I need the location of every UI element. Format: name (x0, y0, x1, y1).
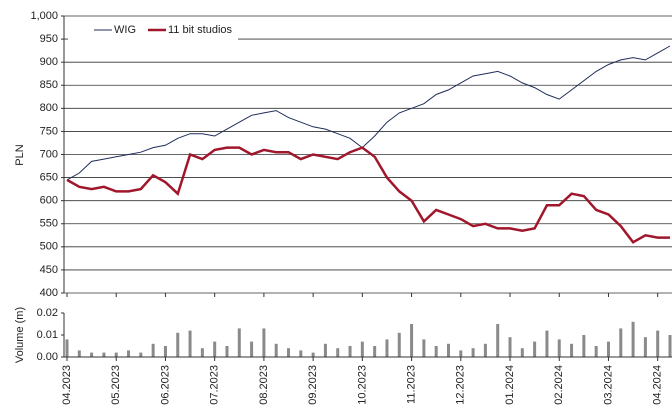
volume-bar (225, 346, 229, 357)
y-tick-label: 900 (40, 56, 58, 68)
volume-bar (127, 350, 131, 357)
volume-bar (77, 350, 81, 357)
volume-bar (188, 330, 192, 357)
y-tick-label: 500 (40, 241, 58, 253)
volume-bar (176, 332, 180, 357)
volume-tick-label: 0.02 (37, 307, 58, 319)
volume-bar (483, 343, 487, 357)
y-axis-label: PLN (14, 144, 26, 165)
y-tick-label: 750 (40, 125, 58, 137)
volume-bar (545, 330, 549, 357)
volume-bar (163, 346, 167, 357)
volume-bar (397, 332, 401, 357)
volume-bar (557, 339, 561, 357)
volume-bar (200, 348, 204, 357)
x-tick-label: 04.2023 (61, 365, 73, 405)
volume-bar (360, 341, 364, 357)
volume-bar (533, 341, 537, 357)
volume-bar (213, 341, 217, 357)
volume-bar (311, 352, 315, 357)
x-tick-label: 06.2023 (159, 365, 171, 405)
volume-bar (262, 328, 266, 357)
volume-bar (348, 346, 352, 357)
volume-bar (570, 343, 574, 357)
volume-bar (656, 330, 660, 357)
volume-bar (90, 352, 94, 357)
legend-label: 11 bit studios (168, 24, 233, 36)
volume-bar (508, 337, 512, 357)
y-tick-label: 650 (40, 171, 58, 183)
y-tick-label: 450 (40, 264, 58, 276)
volume-bar (139, 352, 143, 357)
x-tick-label: 08.2023 (258, 365, 270, 405)
volume-tick-label: 0.01 (37, 329, 58, 341)
x-tick-label: 10.2023 (356, 365, 368, 405)
y-tick-label: 600 (40, 195, 58, 207)
volume-bar (434, 346, 438, 357)
y-tick-label: 800 (40, 102, 58, 114)
volume-bar (385, 339, 389, 357)
volume-bar (582, 335, 586, 357)
volume-bar (151, 343, 155, 357)
volume-bar (668, 335, 672, 357)
x-tick-label: 03.2024 (602, 365, 614, 405)
y-tick-label: 1,000 (30, 10, 58, 22)
legend-label: WIG (114, 24, 136, 36)
x-tick-label: 04.2024 (652, 365, 664, 405)
series-line (66, 45, 671, 181)
volume-bar (299, 350, 303, 357)
volume-bar (336, 348, 340, 357)
volume-bar (606, 341, 610, 357)
x-tick-label: 02.2024 (553, 365, 565, 405)
y-tick-label: 850 (40, 79, 58, 91)
y-tick-label: 950 (40, 33, 58, 45)
volume-bar (643, 337, 647, 357)
volume-bar (631, 321, 635, 357)
x-tick-label: 12.2023 (455, 365, 467, 405)
volume-bar (237, 328, 241, 357)
x-tick-label: 01.2024 (504, 365, 516, 405)
y-tick-label: 550 (40, 218, 58, 230)
volume-bar (520, 348, 524, 357)
volume-bar (323, 343, 327, 357)
volume-bar (446, 343, 450, 357)
volume-bar (114, 352, 118, 357)
volume-bar (287, 348, 291, 357)
y-tick-label: 400 (40, 287, 58, 299)
volume-bar (496, 324, 500, 357)
volume-tick-label: 0.00 (37, 351, 58, 363)
volume-bar (619, 328, 623, 357)
volume-bar (274, 343, 278, 357)
volume-bar (373, 346, 377, 357)
volume-bar (459, 350, 463, 357)
x-tick-label: 07.2023 (209, 365, 221, 405)
x-tick-label: 11.2023 (405, 365, 417, 404)
volume-axis-label: Volume (m) (14, 307, 26, 363)
volume-bar (594, 346, 598, 357)
x-tick-label: 09.2023 (307, 365, 319, 405)
x-tick-label: 05.2023 (110, 365, 122, 405)
volume-bar (102, 352, 106, 357)
y-tick-label: 700 (40, 148, 58, 160)
volume-bar (471, 348, 475, 357)
volume-bar (422, 339, 426, 357)
series-line (66, 146, 670, 244)
volume-bar (410, 324, 414, 357)
volume-bar (65, 339, 69, 357)
volume-bar (250, 341, 254, 357)
